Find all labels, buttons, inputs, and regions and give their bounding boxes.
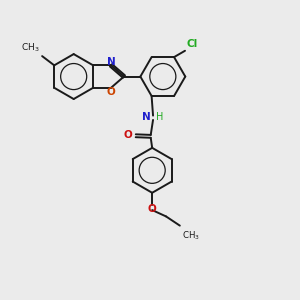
Text: N: N bbox=[142, 112, 151, 122]
Text: CH$_3$: CH$_3$ bbox=[22, 41, 40, 54]
Text: CH$_3$: CH$_3$ bbox=[182, 229, 200, 242]
Text: H: H bbox=[157, 112, 164, 122]
Text: N: N bbox=[106, 57, 116, 67]
Text: Cl: Cl bbox=[186, 39, 198, 49]
Text: O: O bbox=[106, 87, 116, 97]
Text: O: O bbox=[124, 130, 132, 140]
Text: O: O bbox=[148, 204, 157, 214]
